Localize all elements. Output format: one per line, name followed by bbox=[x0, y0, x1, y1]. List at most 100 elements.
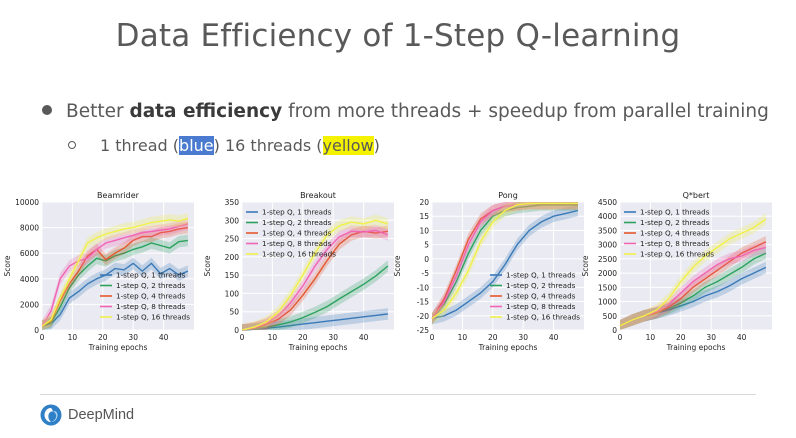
x-tick-label: 20 bbox=[298, 333, 308, 342]
y-tick-label: 4000 bbox=[20, 275, 39, 284]
y-tick-label: 0 bbox=[234, 326, 239, 335]
x-tick-label: 40 bbox=[737, 333, 747, 342]
x-tick-label: 20 bbox=[98, 333, 108, 342]
x-tick-label: 40 bbox=[359, 333, 369, 342]
plot-background bbox=[242, 202, 394, 330]
series-line bbox=[241, 219, 389, 331]
footer-divider bbox=[40, 394, 756, 395]
bullet-text-bold: data efficiency bbox=[129, 101, 283, 122]
chart-pong: -25 -20 -15 -10 -5 0 5 10 15 20 0 10 20 30 40 Pong Train… bbox=[393, 191, 584, 352]
x-tick-label: 0 bbox=[618, 333, 623, 342]
series-line bbox=[619, 218, 767, 327]
y-tick-label: 3000 bbox=[598, 241, 617, 250]
chart-title: Beamrider bbox=[97, 191, 140, 200]
chart-title: Breakout bbox=[300, 191, 336, 200]
y-tick-label: 1000 bbox=[598, 298, 617, 307]
x-tick-label: 0 bbox=[240, 333, 245, 342]
x-axis-label: Training epochs bbox=[478, 343, 538, 352]
y-axis-label: Score bbox=[203, 255, 212, 276]
legend-label: 1-step Q, 8 threads bbox=[640, 239, 710, 248]
y-tick-label: 1500 bbox=[598, 283, 617, 292]
y-tick-label: 8000 bbox=[20, 224, 39, 233]
sub-bullet: 1 thread (blue) 16 threads (yellow) bbox=[68, 136, 380, 155]
series-line bbox=[41, 217, 189, 327]
series-line bbox=[41, 226, 188, 327]
x-tick-label: 10 bbox=[268, 333, 278, 342]
highlight-yellow: yellow bbox=[322, 136, 374, 155]
y-tick-label: 50 bbox=[229, 308, 239, 317]
legend-label: 1-step Q, 1 threads bbox=[640, 208, 710, 217]
x-tick-label: 10 bbox=[68, 333, 78, 342]
sub-text-c: ) bbox=[373, 136, 380, 155]
legend-label: 1-step Q, 16 threads bbox=[116, 313, 190, 322]
x-tick-label: 40 bbox=[549, 333, 559, 342]
series-line bbox=[241, 265, 389, 331]
series-band bbox=[242, 224, 388, 330]
legend-label: 1-step Q, 16 threads bbox=[506, 313, 580, 322]
y-tick-label: 2000 bbox=[20, 300, 39, 309]
x-tick-label: 0 bbox=[40, 333, 45, 342]
legend-label: 1-step Q, 1 threads bbox=[262, 208, 332, 217]
y-tick-label: 100 bbox=[225, 289, 240, 298]
legend-label: 1-step Q, 2 threads bbox=[262, 218, 332, 227]
y-tick-label: 2000 bbox=[598, 269, 617, 278]
x-axis-label: Training epochs bbox=[288, 343, 348, 352]
y-tick-label: 2500 bbox=[598, 255, 617, 264]
bullet-dot-icon bbox=[42, 105, 52, 115]
deepmind-logo-icon bbox=[40, 404, 62, 426]
series-band bbox=[242, 260, 388, 330]
y-tick-label: 6000 bbox=[20, 249, 39, 258]
y-tick-label: 300 bbox=[225, 216, 240, 225]
x-tick-label: 20 bbox=[488, 333, 498, 342]
sub-text-a: 1 thread ( bbox=[100, 136, 180, 155]
y-tick-label: 0 bbox=[612, 326, 617, 335]
plot-background bbox=[42, 202, 194, 330]
sub-text-b: ) 16 threads ( bbox=[213, 136, 323, 155]
y-axis-label: Score bbox=[393, 255, 402, 276]
legend-label: 1-step Q, 1 threads bbox=[506, 271, 576, 280]
x-tick-label: 30 bbox=[128, 333, 138, 342]
legend-label: 1-step Q, 16 threads bbox=[640, 250, 714, 259]
x-tick-label: 30 bbox=[328, 333, 338, 342]
legend-label: 1-step Q, 8 threads bbox=[116, 302, 186, 311]
series-line bbox=[241, 229, 389, 331]
bullet-text-post: from more threads + speedup from paralle… bbox=[282, 101, 769, 122]
legend-label: 1-step Q, 4 threads bbox=[116, 292, 186, 301]
y-tick-label: 0 bbox=[424, 255, 429, 264]
x-tick-label: 40 bbox=[159, 333, 169, 342]
y-tick-label: 10000 bbox=[15, 198, 39, 207]
series-band bbox=[432, 202, 578, 325]
legend-label: 1-step Q, 1 threads bbox=[116, 271, 186, 280]
legend-label: 1-step Q, 2 threads bbox=[116, 281, 186, 290]
y-tick-label: 4000 bbox=[598, 212, 617, 221]
y-tick-label: 350 bbox=[225, 198, 240, 207]
y-tick-label: 150 bbox=[225, 271, 240, 280]
y-axis-label: Score bbox=[3, 255, 12, 276]
x-tick-label: 20 bbox=[676, 333, 686, 342]
x-axis-label: Training epochs bbox=[666, 343, 726, 352]
legend-label: 1-step Q, 8 threads bbox=[506, 302, 576, 311]
series-line bbox=[41, 262, 189, 327]
x-tick-label: 10 bbox=[646, 333, 656, 342]
y-tick-label: -20 bbox=[417, 312, 429, 321]
x-tick-label: 0 bbox=[430, 333, 435, 342]
series-band bbox=[620, 213, 766, 330]
series-band bbox=[42, 257, 188, 330]
series-band bbox=[42, 212, 188, 330]
bullet-text-pre: Better bbox=[66, 101, 130, 122]
series-line bbox=[241, 313, 388, 331]
chart-beamrider: 0 2000 4000 6000 8000 10000 0 10 20 30 40 Beamrider… bbox=[3, 191, 194, 352]
legend-label: 1-step Q, 4 threads bbox=[640, 229, 710, 238]
y-tick-label: 200 bbox=[225, 253, 240, 262]
series-line bbox=[431, 209, 579, 320]
x-tick-label: 30 bbox=[706, 333, 716, 342]
x-tick-label: 10 bbox=[458, 333, 468, 342]
y-tick-label: 500 bbox=[603, 312, 618, 321]
bullet-point: Better data efficiency from more threads… bbox=[42, 101, 769, 122]
legend-label: 1-step Q, 8 threads bbox=[262, 239, 332, 248]
series-line bbox=[431, 202, 578, 320]
highlight-blue: blue bbox=[179, 136, 214, 155]
y-tick-label: 5 bbox=[424, 241, 429, 250]
series-line bbox=[41, 223, 189, 327]
chart-title: Q*bert bbox=[683, 191, 710, 200]
